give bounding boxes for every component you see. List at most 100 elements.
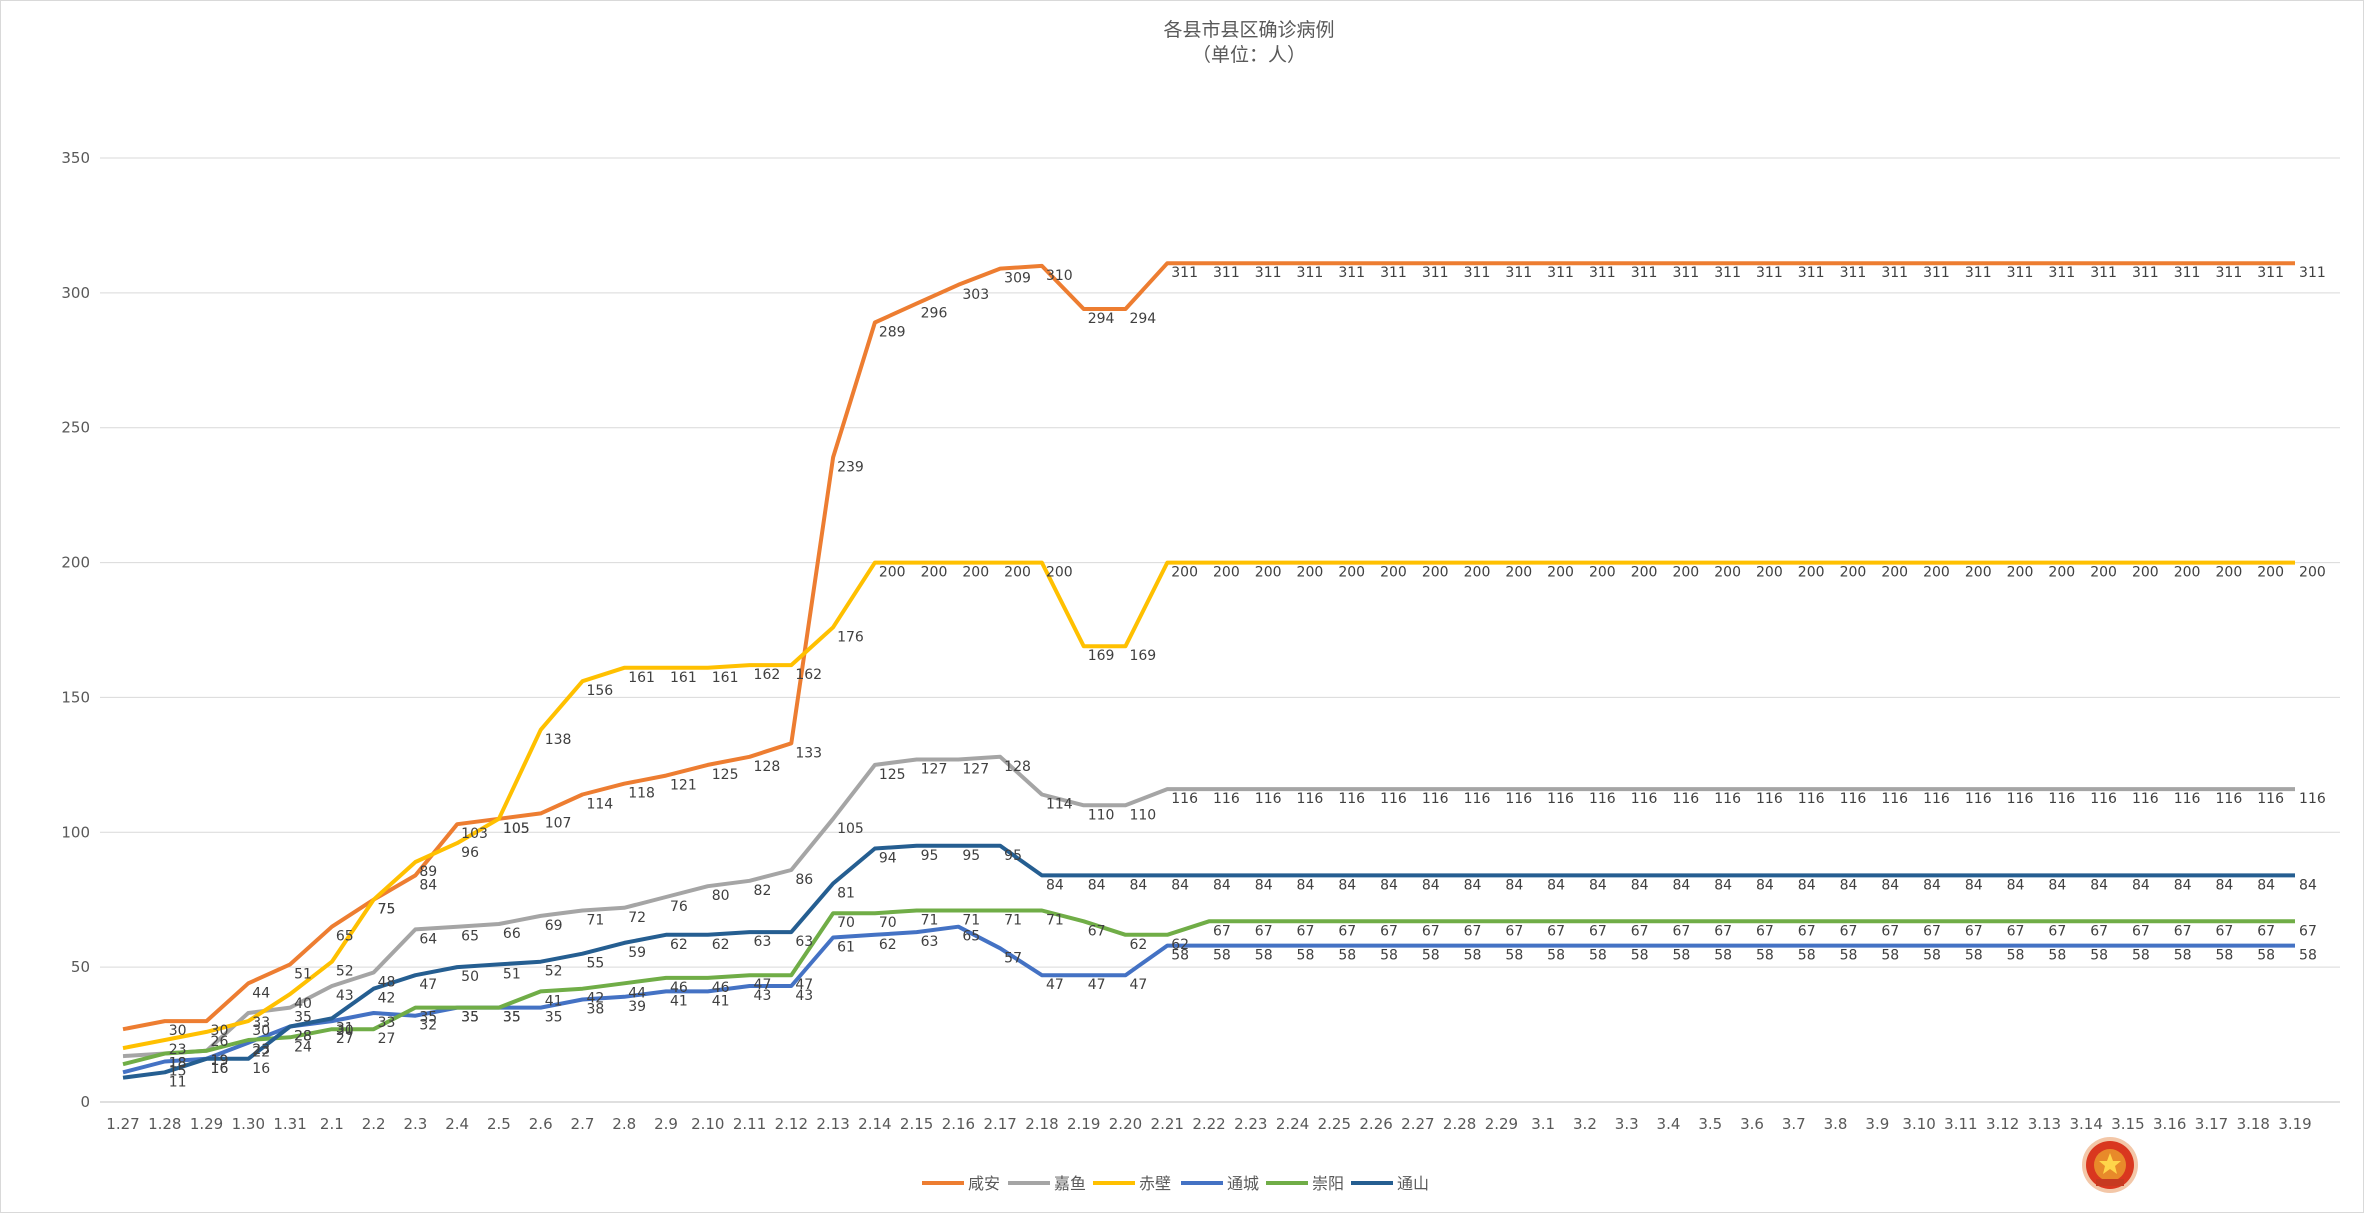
data-label: 67 <box>1714 923 1732 939</box>
data-label: 116 <box>1380 791 1407 807</box>
data-label: 84 <box>1798 877 1816 893</box>
data-label: 58 <box>1297 948 1315 964</box>
data-label: 31 <box>336 1020 354 1036</box>
data-label: 46 <box>712 980 730 996</box>
x-tick-label: 2.14 <box>858 1115 891 1133</box>
data-label: 311 <box>1756 265 1783 281</box>
data-label: 200 <box>2216 565 2243 581</box>
data-label: 84 <box>419 877 437 893</box>
data-label: 67 <box>1338 923 1356 939</box>
data-label: 23 <box>252 1042 270 1058</box>
data-label: 116 <box>1547 791 1574 807</box>
data-label: 30 <box>169 1023 187 1039</box>
series-line <box>122 560 2295 1051</box>
data-label: 63 <box>754 934 772 950</box>
x-tick-label: 2.4 <box>445 1115 469 1133</box>
data-label: 116 <box>1923 791 1950 807</box>
data-label: 162 <box>795 667 822 683</box>
data-label: 239 <box>837 459 864 475</box>
x-tick-label: 2.16 <box>942 1115 975 1133</box>
data-label: 47 <box>1088 977 1106 993</box>
data-label: 71 <box>921 913 939 929</box>
data-label: 169 <box>1088 648 1115 664</box>
data-label: 70 <box>879 915 897 931</box>
data-label: 33 <box>378 1015 396 1031</box>
data-label: 200 <box>1422 565 1449 581</box>
data-label: 105 <box>503 821 530 837</box>
data-label: 64 <box>419 931 437 947</box>
data-label: 67 <box>1088 923 1106 939</box>
data-label: 47 <box>754 977 772 993</box>
x-tick-label: 2.2 <box>362 1115 386 1133</box>
data-label: 311 <box>2048 265 2075 281</box>
data-label: 311 <box>1798 265 1825 281</box>
x-tick-label: 3.1 <box>1531 1115 1555 1133</box>
data-label: 40 <box>294 996 312 1012</box>
data-label: 200 <box>1380 565 1407 581</box>
x-tick-label: 1.31 <box>273 1115 306 1133</box>
data-label: 58 <box>1923 948 1941 964</box>
data-label: 41 <box>712 993 730 1009</box>
x-tick-label: 2.5 <box>487 1115 511 1133</box>
data-label: 35 <box>461 1010 479 1026</box>
x-tick-label: 2.1 <box>320 1115 344 1133</box>
series-line <box>122 843 2295 1080</box>
data-label: 200 <box>2007 565 2034 581</box>
data-label: 200 <box>1547 565 1574 581</box>
x-tick-label: 2.15 <box>900 1115 933 1133</box>
x-tick-label: 1.27 <box>106 1115 139 1133</box>
legend[interactable]: 咸安 嘉鱼 赤壁 通城 崇阳 通山 <box>922 1174 1429 1193</box>
legend-label: 崇阳 <box>1312 1174 1344 1193</box>
data-label: 30 <box>336 1023 354 1039</box>
data-label: 28 <box>294 1028 312 1044</box>
data-label: 58 <box>2257 948 2275 964</box>
data-label: 84 <box>1923 877 1941 893</box>
chart-title: 各县市县区确诊病例 <box>1163 19 1335 41</box>
data-label: 67 <box>1798 923 1816 939</box>
data-label: 52 <box>336 964 354 980</box>
x-tick-label: 2.24 <box>1276 1115 1309 1133</box>
data-label: 65 <box>962 929 980 945</box>
y-tick-label: 100 <box>61 823 90 841</box>
data-label: 35 <box>294 1010 312 1026</box>
data-label: 75 <box>378 902 396 918</box>
data-label: 84 <box>1422 877 1440 893</box>
data-label: 116 <box>1338 791 1365 807</box>
x-tick-label: 1.30 <box>232 1115 265 1133</box>
y-tick-label: 50 <box>71 958 90 976</box>
data-label: 96 <box>461 845 479 861</box>
data-label: 116 <box>1297 791 1324 807</box>
data-label: 67 <box>1213 923 1231 939</box>
data-label: 84 <box>1464 877 1482 893</box>
data-label: 107 <box>545 815 572 831</box>
data-label: 125 <box>879 767 906 783</box>
x-tick-label: 2.19 <box>1067 1115 1100 1133</box>
data-label: 161 <box>628 670 655 686</box>
data-label: 200 <box>1213 565 1240 581</box>
data-label: 35 <box>461 1010 479 1026</box>
data-label: 67 <box>1672 923 1690 939</box>
data-label: 28 <box>294 1028 312 1044</box>
data-label: 58 <box>2132 948 2150 964</box>
data-label: 311 <box>2174 265 2201 281</box>
data-label: 116 <box>1798 791 1825 807</box>
data-label: 311 <box>1672 265 1699 281</box>
data-label: 118 <box>628 786 655 802</box>
data-label: 58 <box>2299 948 2317 964</box>
data-label: 121 <box>670 778 697 794</box>
data-label: 116 <box>1464 791 1491 807</box>
data-label: 311 <box>1255 265 1282 281</box>
data-label: 116 <box>2299 791 2326 807</box>
x-tick-label: 3.10 <box>1902 1115 1935 1133</box>
legend-label: 赤壁 <box>1139 1174 1171 1193</box>
data-label: 47 <box>795 977 813 993</box>
series-line <box>122 754 2295 1059</box>
data-label: 176 <box>837 629 864 645</box>
data-label: 47 <box>1046 977 1064 993</box>
data-label: 58 <box>1714 948 1732 964</box>
data-label: 200 <box>2299 565 2326 581</box>
data-label: 84 <box>2174 877 2192 893</box>
data-label: 58 <box>1338 948 1356 964</box>
data-label: 200 <box>2048 565 2075 581</box>
